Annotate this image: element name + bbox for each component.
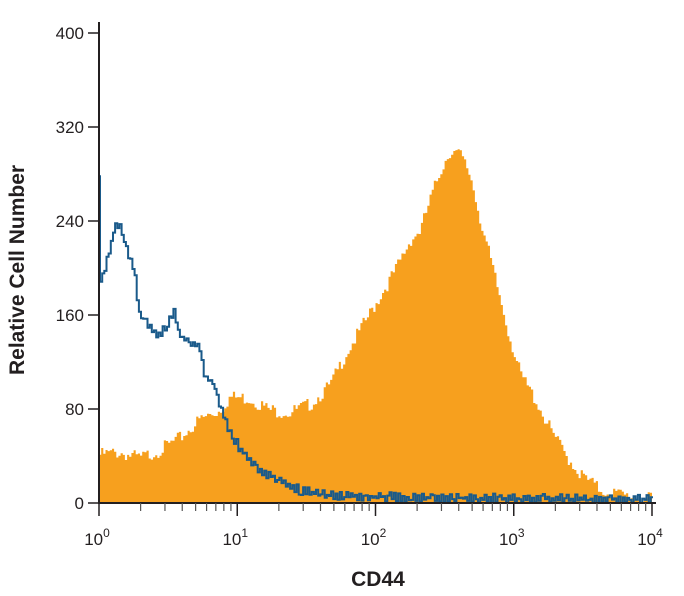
x-tick-label: 103 [499, 526, 525, 549]
y-axis-title: Relative Cell Number [6, 165, 29, 375]
y-tick-label: 80 [65, 400, 84, 419]
x-tick-label: 102 [361, 526, 387, 549]
x-tick-label: 100 [84, 526, 110, 549]
x-axis-title: CD44 [351, 568, 405, 591]
y-tick-label: 320 [56, 118, 84, 137]
histogram-outline-series [99, 175, 653, 504]
y-ticks: 0 80 160 240 320 400 [56, 24, 99, 513]
x-tick-label: 101 [222, 526, 248, 549]
x-tick-label: 104 [637, 526, 663, 549]
y-tick-label: 400 [56, 24, 84, 43]
y-tick-label: 240 [56, 212, 84, 231]
series-layer [99, 149, 653, 504]
y-tick-label: 0 [75, 494, 84, 513]
x-ticks: 100 101 102 103 104 [84, 503, 663, 549]
histogram-filled-series [99, 149, 652, 503]
y-tick-label: 160 [56, 306, 84, 325]
